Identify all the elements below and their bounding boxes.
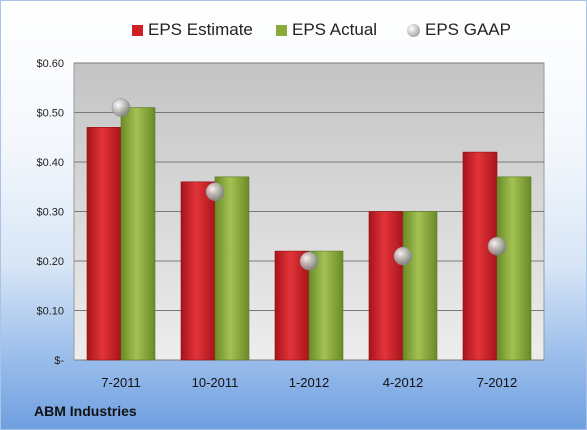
bar-eps-estimate <box>180 181 216 361</box>
company-name: ABM Industries <box>34 403 137 419</box>
y-tick-label: $0.60 <box>36 58 64 70</box>
legend-label-estimate: EPS Estimate <box>148 20 253 39</box>
x-tick-label: 7-2012 <box>477 375 517 390</box>
y-tick-label: $0.10 <box>36 306 64 318</box>
bar-eps-estimate <box>462 151 498 361</box>
x-tick-label: 10-2011 <box>192 375 239 390</box>
bar-eps-actual <box>496 176 532 361</box>
point-eps-gaap <box>205 182 225 201</box>
bar-eps-estimate <box>86 127 122 361</box>
legend-marker-gaap <box>407 23 420 37</box>
point-eps-gaap <box>487 236 507 256</box>
x-tick-label: 7-2011 <box>101 375 141 390</box>
bar-eps-actual <box>214 176 250 361</box>
y-tick-label: $0.50 <box>36 108 64 120</box>
legend-label-gaap: EPS GAAP <box>425 20 511 39</box>
bar-eps-actual <box>402 211 438 361</box>
bar-eps-actual <box>308 250 344 361</box>
bar-eps-estimate <box>274 250 310 361</box>
y-axis-ticks: $- $0.10 $0.20 $0.30 $0.40 $0.50 $0.60 <box>36 58 64 367</box>
point-eps-gaap <box>111 98 131 117</box>
legend-item-estimate: EPS Estimate <box>132 15 253 45</box>
bar-eps-actual <box>120 107 156 361</box>
y-tick-label: $0.30 <box>36 207 64 219</box>
legend-item-actual: EPS Actual <box>276 15 377 45</box>
x-tick-label: 1-2012 <box>289 375 329 390</box>
legend-swatch-actual <box>276 24 287 36</box>
x-axis-ticks: 7-2011 10-2011 1-2012 4-2012 7-2012 <box>101 375 517 390</box>
bars <box>86 107 532 361</box>
bar-eps-estimate <box>368 211 404 361</box>
x-tick-label: 4-2012 <box>383 375 423 390</box>
legend-swatch-estimate <box>132 24 143 36</box>
y-tick-label: $0.40 <box>36 157 64 169</box>
point-eps-gaap <box>393 246 413 266</box>
y-tick-label: $- <box>54 355 64 367</box>
y-tick-label: $0.20 <box>36 256 64 268</box>
legend-item-gaap: EPS GAAP <box>407 15 511 45</box>
point-eps-gaap <box>299 251 319 271</box>
chart-legend: EPS Estimate EPS Actual EPS GAAP <box>1 15 586 45</box>
gaap-points <box>111 98 507 271</box>
legend-label-actual: EPS Actual <box>292 20 378 39</box>
